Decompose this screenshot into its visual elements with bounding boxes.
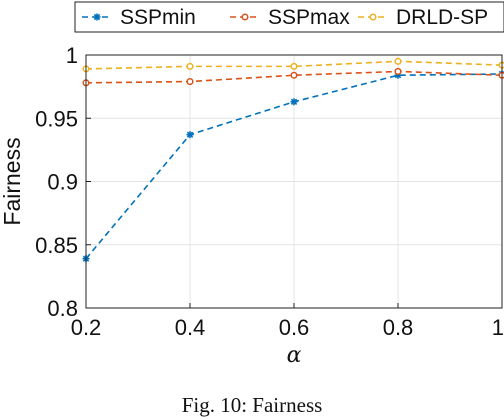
fairness-chart: 0.2 0.4 0.6 0.8 1 0.8 0.85 0.9 0.95 1 Fairness α…	[0, 1, 504, 368]
legend: SSPmin SSPmax DRLD-SP	[74, 1, 504, 33]
marker-stroke	[186, 131, 194, 138]
legend-label: SSPmin	[120, 6, 196, 29]
data-point-drld-sp	[290, 62, 298, 70]
y-tick-label: 0.9	[47, 170, 78, 195]
data-point-drld-sp	[186, 62, 194, 70]
data-point-drld-sp	[394, 57, 402, 65]
data-point-sspmax	[394, 67, 402, 75]
x-tick-label: 1	[492, 315, 504, 340]
legend-marker-drld-sp	[369, 13, 377, 21]
legend-box	[74, 1, 504, 33]
legend-marker-sspmin	[93, 13, 101, 21]
data-point-sspmax	[186, 78, 194, 86]
grid-lines	[85, 54, 503, 309]
y-tick-label: 0.85	[35, 233, 78, 258]
legend-marker-sspmax	[241, 13, 249, 21]
y-tick-label: 0.8	[47, 296, 78, 321]
x-tick-labels: 0.2 0.4 0.6 0.8 1	[71, 315, 504, 340]
plot-area-border	[85, 54, 503, 309]
series-markers	[82, 57, 504, 263]
x-tick-label: 0.4	[175, 315, 206, 340]
x-tick-label: 0.6	[279, 315, 310, 340]
y-tick-label: 1	[66, 43, 78, 68]
y-tick-labels: 0.8 0.85 0.9 0.95 1	[35, 43, 78, 321]
x-tick-label: 0.2	[71, 315, 102, 340]
data-point-sspmin	[290, 98, 298, 106]
marker-stroke	[290, 98, 298, 105]
x-tick-label: 0.8	[383, 315, 414, 340]
y-axis-label: Fairness	[0, 137, 25, 225]
figure-caption: Fig. 10: Fairness	[181, 393, 323, 417]
legend-label: DRLD-SP	[396, 6, 488, 29]
marker-stroke	[93, 13, 101, 21]
data-point-sspmin	[186, 131, 194, 139]
x-axis-label: α	[287, 343, 302, 368]
legend-label: SSPmax	[268, 6, 350, 29]
data-point-sspmax	[290, 71, 298, 79]
y-tick-label: 0.95	[35, 106, 78, 131]
